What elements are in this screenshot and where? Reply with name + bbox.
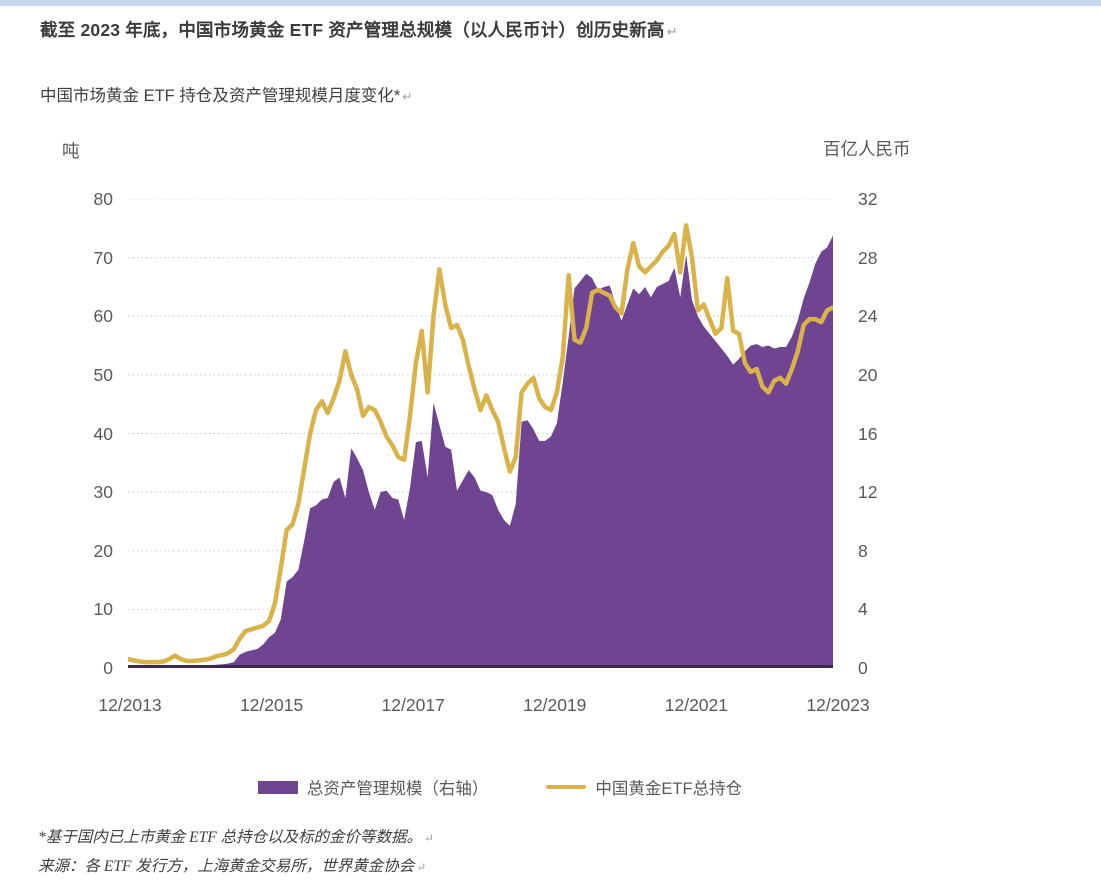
aum-area-swatch <box>257 780 298 794</box>
axis-tick-label: 12/2017 <box>381 695 445 715</box>
axis-tick-label: 16 <box>858 423 878 444</box>
axis-tick-label: 0 <box>103 658 113 678</box>
paragraph-mark: ↵ <box>416 861 427 874</box>
footnote-source-text: 来源：各 ETF 发行方，上海黄金交易所，世界黄金协会 <box>38 858 415 875</box>
right-axis-unit-label: 百亿人民币 <box>823 139 911 159</box>
footnote-methodology-text: *基于国内已上市黄金 ETF 总持仓以及标的金价等数据。 <box>38 829 423 846</box>
footnote-source: 来源：各 ETF 发行方，上海黄金交易所，世界黄金协会 ↵ <box>38 853 838 882</box>
chart-legend: 总资产管理规模（右轴） 中国黄金ETF总持仓 <box>130 772 870 802</box>
right-axis-ticks: 32 28 24 20 16 12 8 4 0 <box>858 189 918 678</box>
axis-tick-label: 50 <box>93 364 113 385</box>
legend-item-aum: 总资产管理规模（右轴） <box>257 775 489 799</box>
page-title-text: 截至 2023 年底，中国市场黄金 ETF 资产管理总规模（以人民币计）创历史新… <box>40 20 665 40</box>
axis-tick-label: 28 <box>858 247 878 268</box>
chart-title: 中国市场黄金 ETF 持仓及资产管理规模月度变化* ↵ <box>40 84 1050 109</box>
axis-tick-label: 4 <box>858 599 868 620</box>
axis-tick-label: 12/2013 <box>98 695 162 715</box>
axis-tick-label: 12/2015 <box>239 695 304 715</box>
axis-tick-label: 20 <box>93 540 113 561</box>
chart-plot-area <box>125 198 836 668</box>
holdings-line-swatch <box>546 784 587 790</box>
chart-canvas <box>125 198 836 668</box>
axis-tick-label: 0 <box>858 658 868 678</box>
axis-tick-label: 80 <box>93 189 113 209</box>
axis-tick-label: 24 <box>858 306 878 327</box>
axis-tick-label: 8 <box>858 540 868 561</box>
axis-tick-label: 70 <box>93 247 113 268</box>
paragraph-mark: ↵ <box>666 24 678 39</box>
footnotes: *基于国内已上市黄金 ETF 总持仓以及标的金价等数据。 ↵ 来源：各 ETF 发… <box>38 824 838 882</box>
axis-tick-label: 32 <box>858 189 878 209</box>
axis-tick-label: 30 <box>93 482 113 503</box>
left-axis-ticks: 80 70 60 50 40 30 20 10 0 <box>60 189 113 678</box>
axis-tick-label: 20 <box>858 364 878 385</box>
top-border-band <box>0 0 1101 6</box>
axis-tick-label: 40 <box>93 423 113 444</box>
axis-tick-label: 12 <box>858 482 878 503</box>
paragraph-mark: ↵ <box>402 90 413 104</box>
axis-tick-label: 12/2019 <box>523 695 587 715</box>
footnote-methodology: *基于国内已上市黄金 ETF 总持仓以及标的金价等数据。 ↵ <box>38 824 838 853</box>
left-axis-unit-label: 吨 <box>62 141 80 161</box>
axis-tick-label: 12/2023 <box>806 695 870 715</box>
legend-label-aum: 总资产管理规模（右轴） <box>306 780 489 798</box>
paragraph-mark: ↵ <box>424 832 434 845</box>
legend-item-holdings: 中国黄金ETF总持仓 <box>546 775 742 799</box>
axis-tick-label: 10 <box>93 599 113 620</box>
axis-tick-label: 12/2021 <box>664 695 729 715</box>
x-axis-ticks: 12/2013 12/2015 12/2017 12/2019 12/2021 12/20… <box>0 694 1101 720</box>
legend-label-holdings: 中国黄金ETF总持仓 <box>595 780 743 798</box>
axis-tick-label: 60 <box>93 306 113 327</box>
chart-title-text: 中国市场黄金 ETF 持仓及资产管理规模月度变化* <box>40 87 401 105</box>
page-title: 截至 2023 年底，中国市场黄金 ETF 资产管理总规模（以人民币计）创历史新… <box>40 18 1050 44</box>
